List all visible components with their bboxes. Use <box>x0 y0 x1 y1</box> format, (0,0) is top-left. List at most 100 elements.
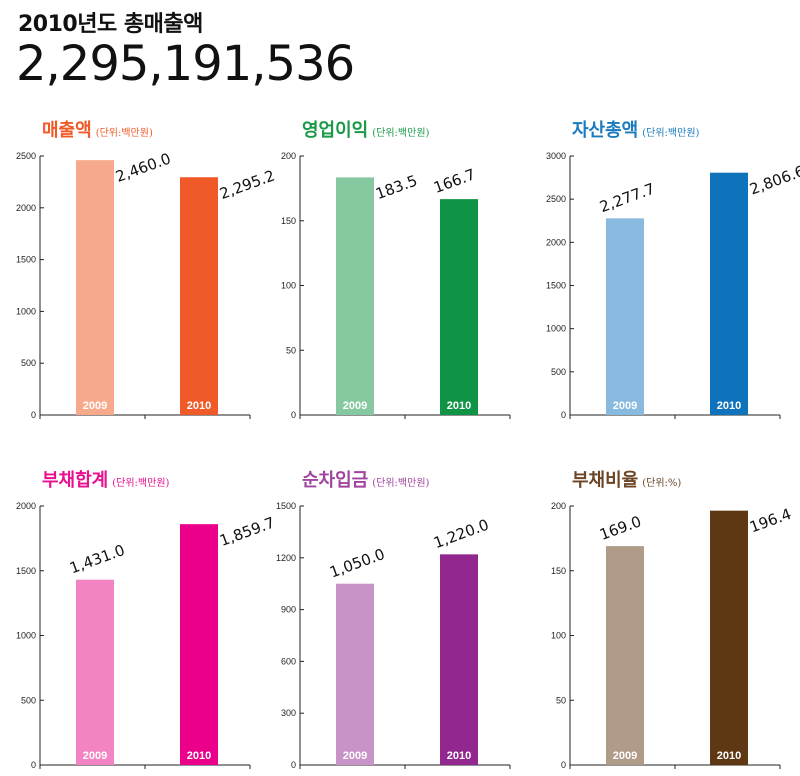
chart-panel: 부채합계 (단위:백만원) 0 500 1000 1500 2000 2009 1,431.0 2… <box>16 466 300 770</box>
y-tick-label: 0 <box>561 410 566 420</box>
bar-2009 <box>606 546 644 765</box>
bar-chart: 0 500 1000 1500 2000 2500 2009 2,460.0 2010 2,295… <box>16 149 277 420</box>
y-tick-label: 200 <box>551 501 566 511</box>
y-tick-label: 0 <box>561 760 566 770</box>
y-tick-label: 500 <box>21 695 36 705</box>
y-tick-label: 600 <box>281 656 296 666</box>
bar-2010 <box>710 172 748 415</box>
category-label: 2009 <box>613 400 637 412</box>
chart-unit-label: (단위:백만원) <box>372 128 430 139</box>
y-tick-label: 900 <box>281 605 296 615</box>
bar-2009 <box>336 583 374 765</box>
bar-chart: 0 500 1000 1500 2000 2009 1,431.0 2010 1,859.7 <box>16 501 277 770</box>
chart-unit-label: (단위:백만원) <box>372 478 430 489</box>
y-tick-label: 0 <box>31 410 36 420</box>
y-tick-label: 50 <box>286 345 296 355</box>
y-tick-label: 2000 <box>16 501 36 511</box>
y-tick-label: 150 <box>551 566 566 576</box>
value-label: 2,295.2 <box>217 166 277 203</box>
value-label: 1,859.7 <box>217 513 277 550</box>
chart-panel: 매출액 (단위:백만원) 0 500 1000 1500 2000 2500 2009 2,460… <box>16 116 300 420</box>
bar-2009 <box>336 177 374 415</box>
bar-2010 <box>440 199 478 415</box>
category-label: 2010 <box>187 400 211 412</box>
value-label: 1,050.0 <box>327 545 387 582</box>
y-tick-label: 2500 <box>16 151 36 161</box>
chart-panel: 영업이익 (단위:백만원) 0 50 100 150 200 2009 183.5 2010 166… <box>281 116 560 420</box>
y-tick-label: 500 <box>21 358 36 368</box>
value-label: 2,806.6 <box>747 162 800 199</box>
chart-title: 자산총액 (단위:백만원) <box>572 116 699 142</box>
chart-title: 매출액 (단위:백만원) <box>42 116 153 142</box>
y-tick-label: 0 <box>291 760 296 770</box>
chart-title-text: 영업이익 <box>302 120 369 141</box>
chart-title: 부채합계 (단위:백만원) <box>42 466 169 492</box>
bar-2009 <box>76 579 114 765</box>
y-tick-label: 1500 <box>16 566 36 576</box>
y-tick-label: 100 <box>281 281 296 291</box>
chart-panel: 순차입금 (단위:백만원) 0 300 600 900 1200 1500 2009 1,050.… <box>276 466 560 770</box>
y-tick-label: 1500 <box>276 501 296 511</box>
category-label: 2009 <box>83 400 107 412</box>
y-tick-label: 500 <box>551 367 566 377</box>
y-tick-label: 150 <box>281 216 296 226</box>
y-tick-label: 2000 <box>16 203 36 213</box>
bar-2010 <box>180 524 218 765</box>
value-label: 169.0 <box>597 512 644 544</box>
value-label: 1,220.0 <box>431 516 491 553</box>
y-tick-label: 2500 <box>546 194 566 204</box>
chart-unit-label: (단위:%) <box>642 478 682 489</box>
header-total: 2,295,191,536 <box>16 36 355 92</box>
chart-title-text: 순차입금 <box>302 470 369 491</box>
chart-unit-label: (단위:백만원) <box>112 478 170 489</box>
chart-title: 부채비율 (단위:%) <box>572 466 681 492</box>
chart-unit-label: (단위:백만원) <box>642 128 700 139</box>
y-tick-label: 1500 <box>546 281 566 291</box>
y-tick-label: 3000 <box>546 151 566 161</box>
bar-chart: 0 50 100 150 200 2009 183.5 2010 166.7 <box>281 151 511 420</box>
bar-2009 <box>606 218 644 415</box>
category-label: 2010 <box>187 750 211 762</box>
category-label: 2010 <box>447 400 471 412</box>
value-label: 2,277.7 <box>597 180 657 217</box>
category-label: 2009 <box>343 400 367 412</box>
value-label: 166.7 <box>431 165 478 197</box>
value-label: 2,460.0 <box>113 149 173 186</box>
chart-title-text: 부채비율 <box>572 470 639 491</box>
chart-title: 영업이익 (단위:백만원) <box>302 116 429 142</box>
y-tick-label: 1200 <box>276 553 296 563</box>
value-label: 183.5 <box>373 172 420 204</box>
y-tick-label: 1500 <box>16 255 36 265</box>
chart-title-text: 자산총액 <box>572 120 639 141</box>
chart-title-text: 부채합계 <box>42 470 109 491</box>
chart-unit-label: (단위:백만원) <box>95 128 153 139</box>
y-tick-label: 0 <box>291 410 296 420</box>
value-label: 196.4 <box>747 505 794 537</box>
y-tick-label: 1000 <box>16 306 36 316</box>
category-label: 2009 <box>613 750 637 762</box>
y-tick-label: 300 <box>281 708 296 718</box>
category-label: 2010 <box>717 750 741 762</box>
y-tick-label: 200 <box>281 151 296 161</box>
y-tick-label: 2000 <box>546 237 566 247</box>
bar-chart: 0 50 100 150 200 2009 169.0 2010 196.4 <box>551 501 794 770</box>
header-subtitle: 2010년도 총매출액 <box>18 12 203 37</box>
category-label: 2009 <box>83 750 107 762</box>
chart-title: 순차입금 (단위:백만원) <box>302 466 429 492</box>
bar-2009 <box>76 160 114 415</box>
bar-chart: 0 500 1000 1500 2000 2500 3000 2009 2,277.7 2010 2… <box>546 151 800 420</box>
chart-panel: 부채비율 (단위:%) 0 50 100 150 200 2009 169.0 2010 196.4 <box>551 466 800 770</box>
chart-title-text: 매출액 <box>42 120 92 141</box>
y-tick-label: 1000 <box>16 631 36 641</box>
bar-2010 <box>440 554 478 765</box>
y-tick-label: 50 <box>556 695 566 705</box>
y-tick-label: 100 <box>551 631 566 641</box>
value-label: 1,431.0 <box>67 541 127 578</box>
category-label: 2010 <box>717 400 741 412</box>
bar-2010 <box>180 177 218 415</box>
y-tick-label: 0 <box>31 760 36 770</box>
y-tick-label: 1000 <box>546 324 566 334</box>
category-label: 2010 <box>447 750 471 762</box>
chart-panel: 자산총액 (단위:백만원) 0 500 1000 1500 2000 2500 3000 2009… <box>546 116 800 420</box>
category-label: 2009 <box>343 750 367 762</box>
